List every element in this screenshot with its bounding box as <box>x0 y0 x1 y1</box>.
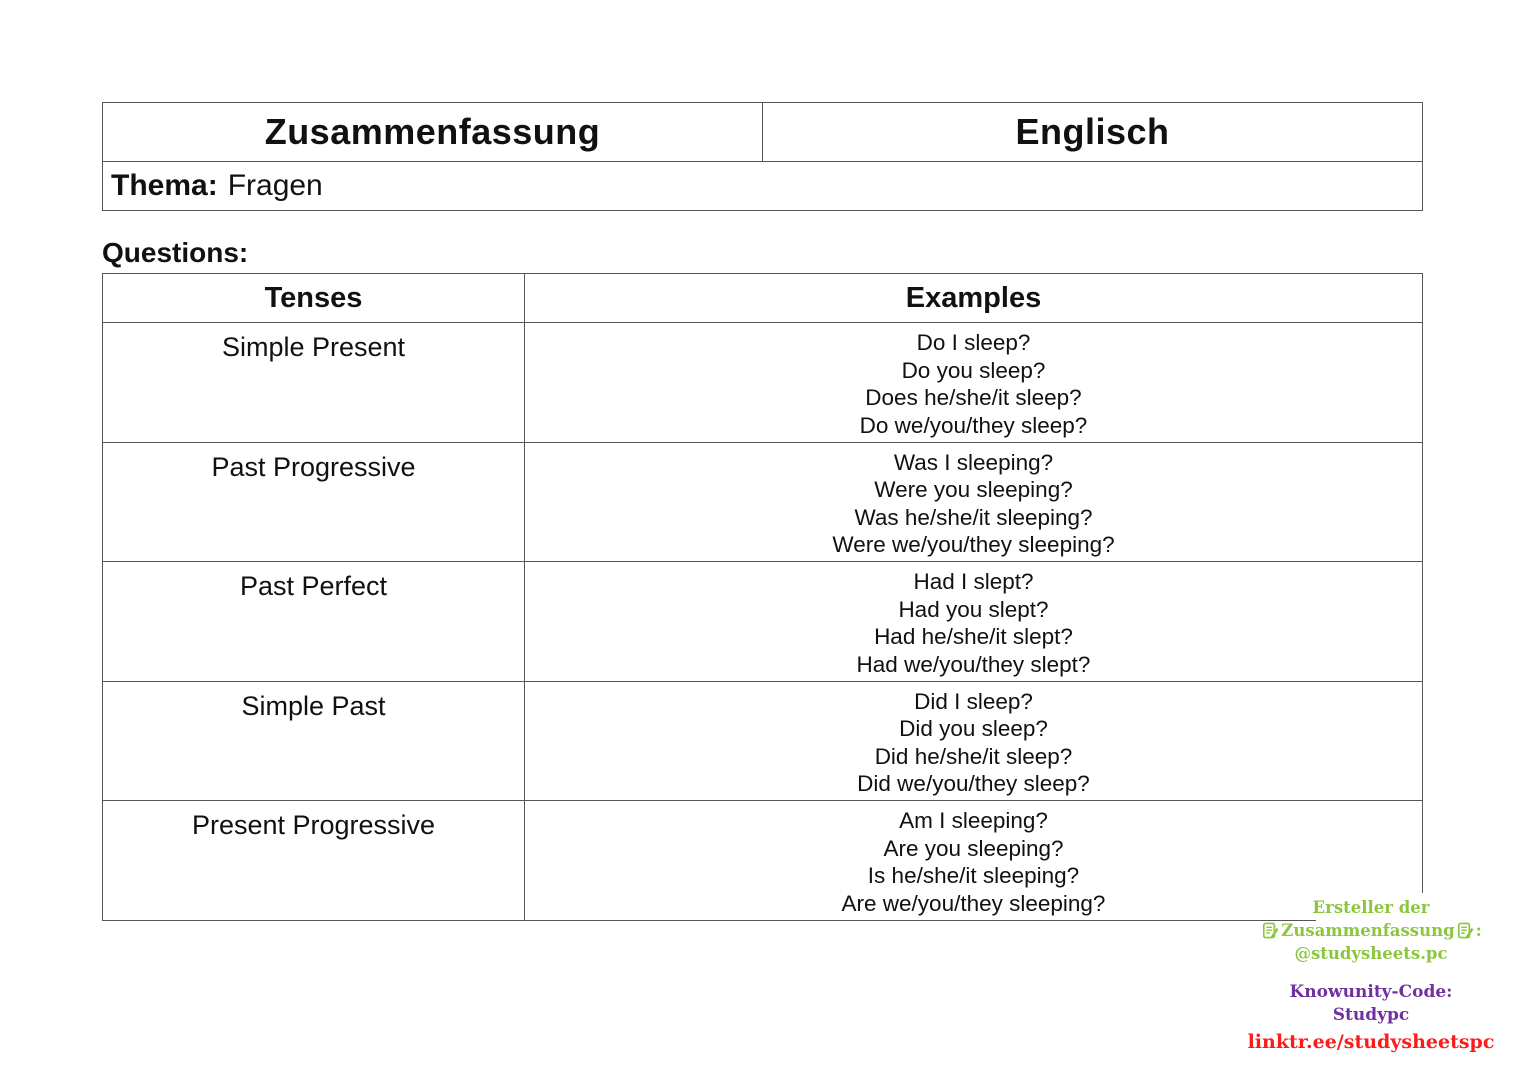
example-line: Was I sleeping? <box>893 449 1054 475</box>
table-row: Simple Past Did I sleep? Did you sleep? … <box>103 680 1422 801</box>
example-line: Were we/you/they sleeping? <box>832 532 1115 558</box>
table-row: Simple Present Do I sleep? Do you sleep?… <box>103 322 1422 442</box>
examples-cell: Had I slept? Had you slept? Had he/she/i… <box>525 562 1422 681</box>
thema-row: Thema: Fragen <box>103 161 1422 210</box>
column-header-examples: Examples <box>905 281 1042 314</box>
creator-handle: @studysheets.pc <box>1294 944 1448 963</box>
tense-cell: Simple Present <box>103 323 525 442</box>
column-header-tenses: Tenses <box>103 274 525 322</box>
examples-cell: Am I sleeping? Are you sleeping? Is he/s… <box>525 801 1422 920</box>
example-line: Is he/she/it sleeping? <box>867 863 1080 889</box>
examples-cell: Did I sleep? Did you sleep? Did he/she/i… <box>525 682 1422 801</box>
tense-cell: Simple Past <box>103 681 525 801</box>
tenses-table: Tenses Examples Simple Present Do I slee… <box>102 273 1423 921</box>
creator-line-2-colon: : <box>1475 921 1482 940</box>
table-row: Present Progressive Am I sleeping? Are y… <box>103 800 1422 920</box>
example-line: Was he/she/it sleeping? <box>854 504 1093 530</box>
example-line: Are you sleeping? <box>883 835 1064 861</box>
header-title-left-cell: Zusammenfassung <box>103 103 763 161</box>
table-row: Past Perfect Had I slept? Had you slept?… <box>103 561 1422 681</box>
example-line: Do we/you/they sleep? <box>859 412 1088 438</box>
thema-label: Thema: <box>111 169 218 202</box>
example-line: Are we/you/they sleeping? <box>841 890 1106 916</box>
example-line: Does he/she/it sleep? <box>865 385 1082 410</box>
header-title-row: Zusammenfassung Englisch <box>103 103 1422 161</box>
example-line: Were you sleeping? <box>874 477 1073 503</box>
header-table: Zusammenfassung Englisch Thema: Fragen <box>102 102 1423 211</box>
example-line: Had I slept? <box>913 569 1034 595</box>
questions-heading: Questions: <box>102 237 249 268</box>
footer-credits: Ersteller der Zusammenfassung : @studysh… <box>1242 896 1500 1054</box>
knowunity-code-label: Knowunity-Code: <box>1289 982 1453 1002</box>
example-line: Had you slept? <box>898 596 1049 622</box>
tense-cell: Past Perfect <box>103 562 525 681</box>
example-line: Do I sleep? <box>916 330 1031 355</box>
example-line: Had he/she/it slept? <box>874 624 1073 650</box>
memo-icon <box>1457 922 1474 939</box>
memo-icon <box>1263 922 1279 939</box>
example-line: Did you sleep? <box>899 716 1048 742</box>
example-line: Did we/you/they sleep? <box>857 771 1090 797</box>
footer-background <box>1316 893 1527 1080</box>
table-header-row: Tenses Examples <box>103 274 1422 322</box>
linktree-url: linktr.ee/studysheetspc <box>1247 1031 1495 1053</box>
creator-line-2: Zusammenfassung : <box>1242 919 1500 942</box>
examples-cell: Do I sleep? Do you sleep? Does he/she/it… <box>525 323 1422 442</box>
example-line: Did he/she/it sleep? <box>874 743 1073 769</box>
thema-value: Fragen <box>227 169 323 202</box>
example-line: Do you sleep? <box>901 357 1046 383</box>
example-line: Had we/you/they slept? <box>856 651 1091 677</box>
knowunity-code-value: Studypc <box>1332 1005 1410 1025</box>
tense-cell: Past Progressive <box>103 442 525 562</box>
creator-line-2-text: Zusammenfassung <box>1281 921 1455 940</box>
creator-line-1: Ersteller der <box>1312 898 1430 917</box>
table-row: Past Progressive Was I sleeping? Were yo… <box>103 441 1422 562</box>
header-title-right-cell: Englisch <box>1015 111 1170 152</box>
examples-cell: Was I sleeping? Were you sleeping? Was h… <box>525 443 1422 562</box>
example-line: Am I sleeping? <box>899 808 1048 834</box>
tense-cell: Present Progressive <box>103 801 525 920</box>
example-line: Did I sleep? <box>914 688 1033 714</box>
